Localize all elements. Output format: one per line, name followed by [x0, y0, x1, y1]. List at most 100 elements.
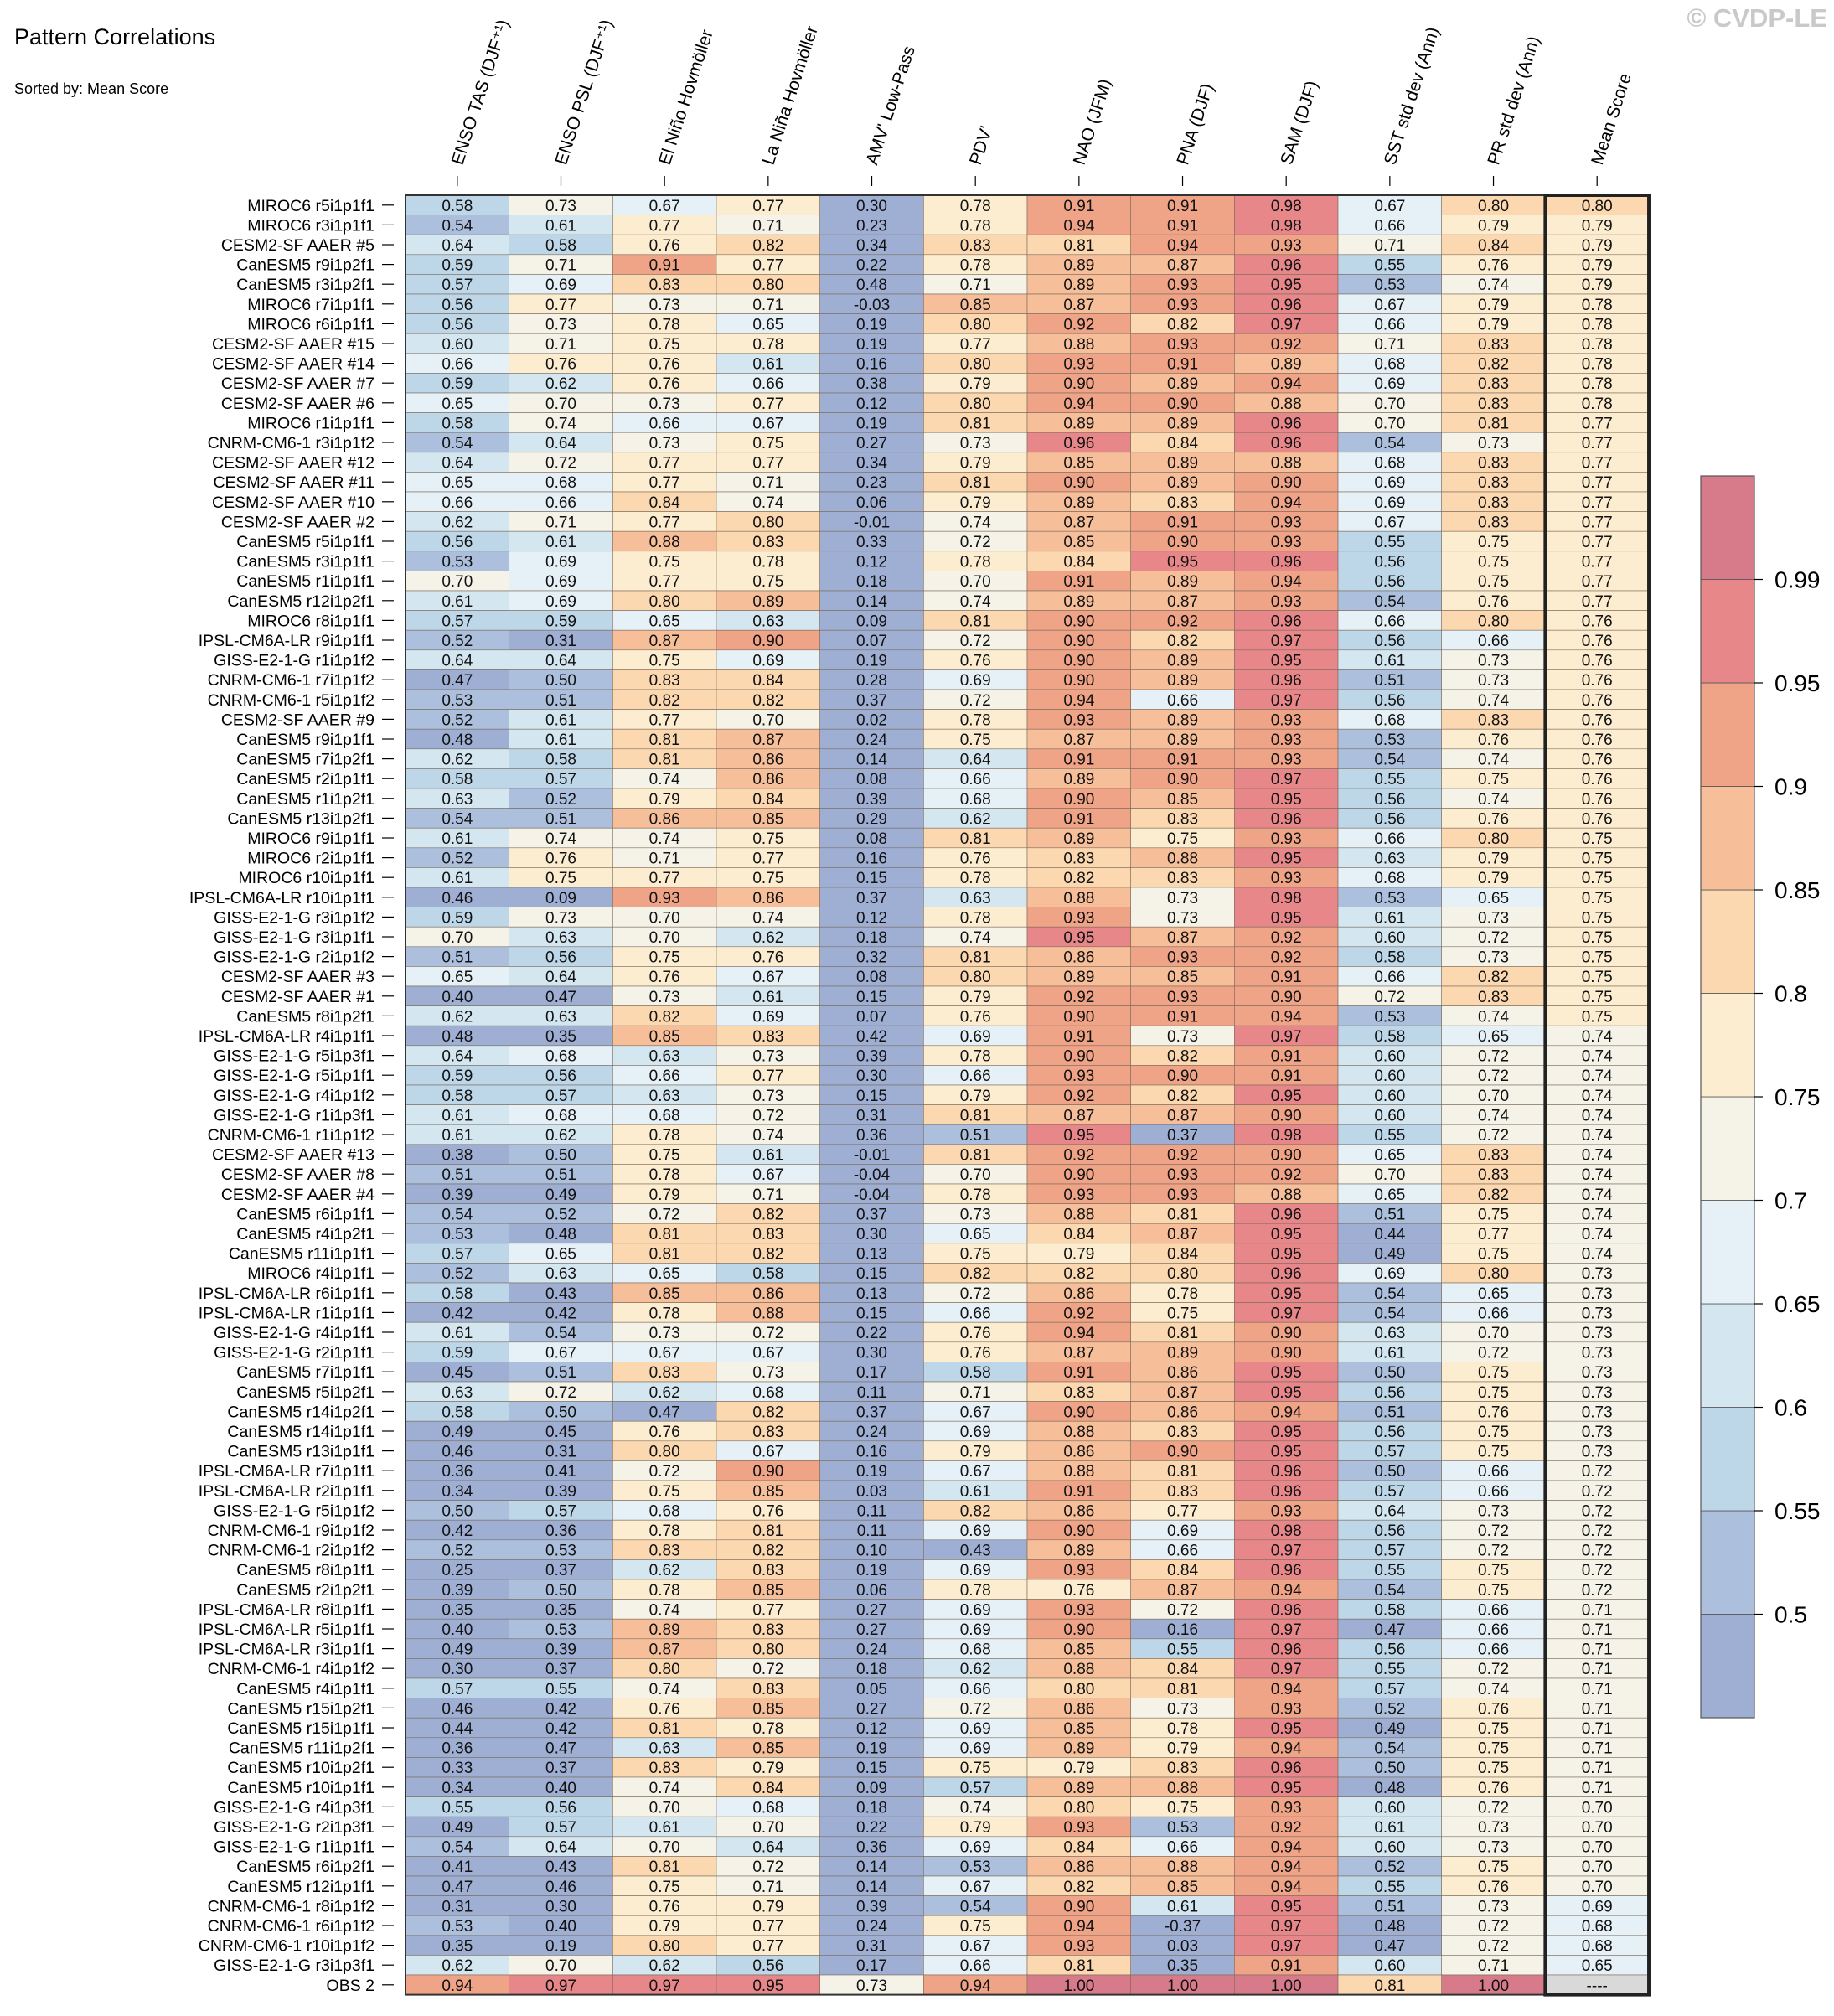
cell-value: 0.61	[442, 870, 473, 887]
cell-value: 0.91	[1271, 969, 1302, 986]
cell-value: 0.64	[960, 752, 991, 769]
cell-value: 0.94	[1271, 1879, 1302, 1896]
cell-value: 0.63	[649, 1088, 680, 1105]
cell-value: 0.56	[545, 1067, 576, 1085]
cell-value: 0.74	[1582, 1107, 1613, 1124]
cell-value: 0.15	[856, 1305, 887, 1322]
cell-value: 0.90	[1063, 1898, 1094, 1915]
cell-value: 0.24	[856, 1641, 887, 1659]
cell-value: 0.30	[442, 1661, 473, 1678]
cell-value: 0.16	[1167, 1621, 1198, 1639]
cell-value: 0.77	[649, 870, 680, 887]
cell-value: 0.16	[856, 1444, 887, 1461]
cell-value: 0.65	[960, 1226, 991, 1243]
cell-value: 0.87	[1167, 1107, 1198, 1124]
cell-value: 0.76	[649, 1424, 680, 1441]
cell-value: 0.61	[1167, 1898, 1198, 1915]
column-header: ENSO PSL (DJF⁺¹)	[551, 18, 617, 168]
colorbar-tick-label: 0.95	[1775, 670, 1821, 696]
cell-value: 0.62	[649, 1957, 680, 1975]
cell-value: 0.93	[1063, 711, 1094, 729]
cell-value: 0.43	[545, 1285, 576, 1303]
cell-value: 0.90	[1063, 375, 1094, 393]
cell-value: 0.88	[649, 534, 680, 551]
cell-value: 0.71	[1582, 1681, 1613, 1698]
row-label: CanESM5 r15i1p2f1	[227, 1699, 375, 1718]
cell-value: 0.91	[1063, 573, 1094, 591]
cell-value: 0.83	[1478, 1166, 1509, 1184]
cell-value: 0.70	[649, 909, 680, 927]
cell-value: 0.23	[856, 217, 887, 235]
cell-value: 0.66	[960, 1957, 991, 1975]
cell-value: 0.65	[442, 969, 473, 986]
cell-value: 0.36	[856, 1127, 887, 1145]
cell-value: 0.67	[960, 1879, 991, 1896]
cell-value: 0.95	[1271, 850, 1302, 868]
cell-value: 0.70	[1374, 415, 1405, 432]
cell-value: 0.72	[1478, 1048, 1509, 1066]
cell-value: 0.35	[545, 1028, 576, 1046]
cell-value: 0.75	[960, 1246, 991, 1264]
cell-value: 0.87	[649, 633, 680, 650]
cell-value: 0.86	[752, 752, 783, 769]
cell-value: 0.59	[442, 1067, 473, 1085]
cell-value: 0.78	[960, 257, 991, 275]
cell-value: 0.93	[1271, 1502, 1302, 1520]
cell-value: 0.84	[649, 494, 680, 512]
colorbar-tick-label: 0.9	[1775, 774, 1807, 800]
cell-value: 0.71	[1582, 1780, 1613, 1797]
cell-value: 0.60	[1374, 1839, 1405, 1857]
cell-value: 0.87	[1167, 929, 1198, 947]
cell-value: 0.58	[1374, 1601, 1405, 1619]
cell-value: 0.90	[1167, 1444, 1198, 1461]
cell-value: 0.54	[442, 435, 473, 452]
cell-value: 0.36	[442, 1463, 473, 1481]
cell-value: 0.63	[442, 791, 473, 809]
cell-value: 0.88	[1271, 395, 1302, 413]
cell-value: 0.31	[856, 1107, 887, 1124]
cell-value: 0.83	[752, 1226, 783, 1243]
cell-value: 0.34	[856, 237, 887, 255]
cell-value: 0.41	[545, 1463, 576, 1481]
cell-value: 0.89	[1167, 375, 1198, 393]
row-label: CanESM5 r5i1p2f1	[236, 1383, 375, 1402]
cell-value: 0.52	[442, 711, 473, 729]
cell-value: 0.68	[649, 1107, 680, 1124]
cell-value: 0.80	[960, 356, 991, 374]
cell-value: 0.86	[1063, 1858, 1094, 1876]
cell-value: 0.97	[1271, 1918, 1302, 1936]
row-label: CESM2-SF AAER #7	[221, 375, 375, 393]
cell-value: 0.51	[1374, 1898, 1405, 1915]
row-label: GISS-E2-1-G r2i1p3f1	[214, 1818, 375, 1837]
cell-value: 0.03	[856, 1483, 887, 1501]
cell-value: 0.17	[856, 1364, 887, 1382]
cell-value: 0.78	[752, 554, 783, 571]
cell-value: 0.75	[1167, 1305, 1198, 1322]
cell-value: 0.75	[1478, 1562, 1509, 1579]
row-label: IPSL-CM6A-LR r2i1p1f1	[199, 1482, 375, 1501]
cell-value: 0.66	[960, 1067, 991, 1085]
cell-value: 0.79	[649, 1186, 680, 1204]
cell-value: 0.75	[752, 830, 783, 848]
cell-value: 0.82	[1063, 870, 1094, 887]
cell-value: 0.38	[856, 375, 887, 393]
cell-value: 0.94	[1063, 1918, 1094, 1936]
cell-value: 0.75	[545, 870, 576, 887]
row-label: CanESM5 r10i1p1f1	[227, 1779, 375, 1797]
cell-value: 0.42	[545, 1700, 576, 1718]
cell-value: 0.47	[1374, 1621, 1405, 1639]
cell-value: 0.47	[649, 1403, 680, 1421]
cell-value: 0.98	[1271, 217, 1302, 235]
cell-value: 0.54	[1374, 752, 1405, 769]
cell-value: 0.66	[1478, 1621, 1509, 1639]
cell-value: 0.75	[649, 1879, 680, 1896]
row-label: GISS-E2-1-G r5i1p1f2	[214, 1502, 375, 1520]
cell-value: 0.65	[649, 1265, 680, 1283]
cell-value: 0.74	[1582, 1028, 1613, 1046]
cell-value: 0.61	[442, 1107, 473, 1124]
cell-value: 0.49	[1374, 1720, 1405, 1738]
cell-value: 0.96	[1271, 672, 1302, 690]
cell-value: 0.81	[1167, 1463, 1198, 1481]
cell-value: 0.75	[1478, 1720, 1509, 1738]
cell-value: 0.89	[1167, 415, 1198, 432]
